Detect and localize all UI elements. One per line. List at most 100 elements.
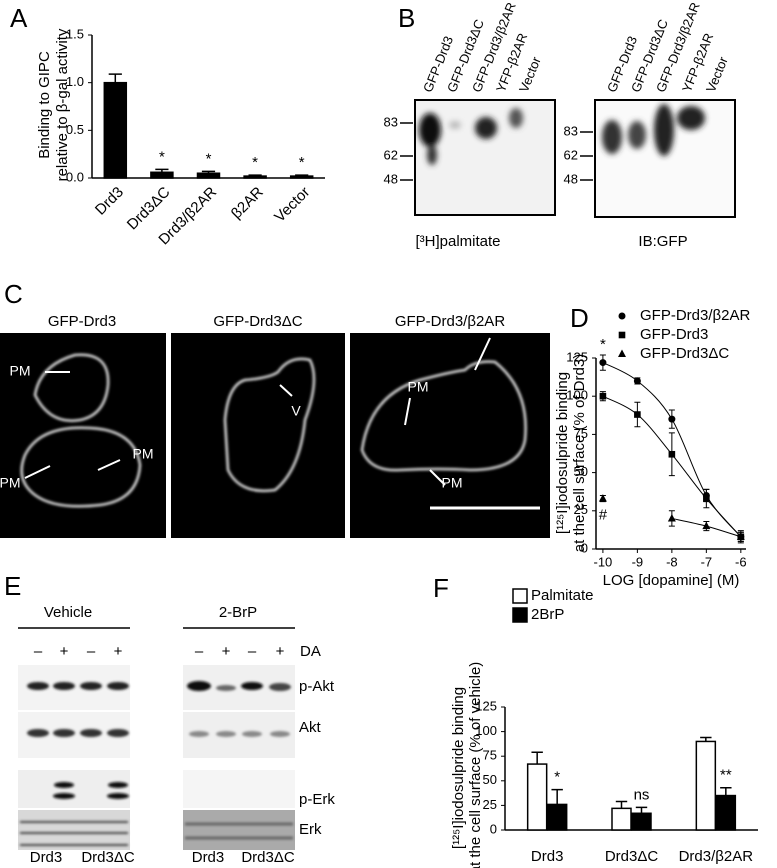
point [618, 331, 626, 339]
point [703, 495, 710, 502]
mw-marker: 62 [564, 147, 578, 162]
error-bar [720, 786, 732, 796]
bar [103, 81, 128, 179]
annotation: * [206, 150, 212, 167]
micrograph-label: V [291, 403, 301, 419]
legend-swatch [512, 607, 528, 623]
blot-e: Vehicle 2-BrP– + – + – + – + DAp-AktAktp-ErkErkDr… [30, 604, 336, 866]
micrograph-label: PM [10, 363, 31, 379]
group-label: Drd3ΔC [81, 849, 135, 866]
treatment-sign: – [87, 643, 96, 660]
blot-e-images [18, 627, 295, 850]
x-tick-label: Vector [271, 184, 313, 226]
y-axis-label: [¹²⁵I]iodosulpride binding [554, 372, 571, 534]
treatment-sign: + [276, 643, 285, 660]
point [667, 513, 676, 522]
y-tick-label: 0.5 [66, 122, 84, 137]
panel-letter: E [4, 571, 21, 601]
x-tick-label: -7 [701, 554, 713, 569]
micrograph-label: PM [408, 379, 429, 395]
panel-letter: B [398, 3, 415, 33]
y-tick-label: 0 [581, 540, 588, 555]
legend-label: GFP-Drd3 [640, 326, 708, 343]
point [668, 415, 676, 423]
micrograph-images [0, 333, 550, 538]
treatment-sign: – [195, 643, 204, 660]
point [702, 521, 711, 530]
point [598, 494, 607, 502]
y-tick-label: 25 [574, 502, 588, 517]
blot-caption: [³H]palmitate [415, 233, 500, 250]
bar [695, 740, 717, 831]
micrograph-title: GFP-Drd3ΔC [213, 313, 302, 330]
mw-marker: 83 [564, 123, 578, 138]
band-label: Akt [299, 719, 322, 736]
micrograph-title: GFP-Drd3/β2AR [395, 313, 505, 330]
panel-letter: C [4, 279, 23, 309]
mw-marker: 48 [384, 171, 398, 186]
error-bar [295, 174, 309, 177]
band-label: Erk [299, 821, 322, 838]
annotation: # [599, 507, 608, 524]
treatment-label: DA [300, 643, 321, 660]
panel-letter: F [433, 573, 449, 603]
error-bar [551, 788, 563, 805]
bar [631, 812, 652, 831]
x-tick-label: Drd3ΔC [605, 848, 659, 865]
legend-label: 2BrP [531, 606, 564, 623]
point [618, 312, 626, 320]
y-axis-label: Binding to GIPC [36, 51, 53, 159]
mw-marker: 48 [564, 171, 578, 186]
panel-letter: D [570, 303, 589, 333]
y-tick-label: 1.0 [66, 74, 84, 89]
bar [546, 803, 568, 831]
condition-label: 2-BrP [219, 604, 257, 621]
condition-label: Vehicle [44, 604, 92, 621]
x-tick-label: -6 [735, 554, 747, 569]
bar [150, 171, 174, 179]
blot-images [414, 99, 736, 218]
group-label: Drd3 [192, 849, 225, 866]
annotation: * [159, 148, 165, 165]
error-bar [635, 806, 648, 814]
x-tick-label: β2AR [228, 183, 267, 222]
y-tick-label: 50 [574, 464, 588, 479]
y-axis-label: [¹²⁵I]iodosulpride binding [450, 687, 467, 849]
y-axis-label: at the cell surface (% of vehicle) [467, 662, 484, 868]
point [633, 377, 641, 385]
y-tick-label: 0.0 [66, 169, 84, 184]
error-bar [700, 736, 712, 742]
bar [289, 175, 314, 179]
annotation: * [252, 154, 258, 171]
treatment-sign: + [114, 643, 123, 660]
band-label: p-Akt [299, 678, 335, 695]
micrograph-label: PM [0, 475, 21, 491]
point [668, 450, 676, 458]
band-label: p-Erk [299, 791, 335, 808]
micrographs: GFP-Drd3 GFP-Drd3ΔC GFP-Drd3/β2AR PM PM PM V PM… [0, 313, 505, 491]
bar [715, 794, 737, 831]
y-tick-label: 25 [483, 797, 497, 812]
y-tick-label: 100 [566, 388, 588, 403]
annotation: * [299, 154, 305, 171]
mw-marker: 83 [384, 114, 398, 129]
treatment-sign: + [60, 643, 69, 660]
error-bar [248, 174, 262, 177]
x-tick-label: -8 [666, 554, 678, 569]
point [736, 532, 745, 540]
legend-label: GFP-Drd3ΔC [640, 345, 729, 362]
x-axis-label: LOG [dopamine] (M) [603, 572, 740, 589]
y-tick-label: 125 [566, 349, 588, 364]
group-label: Drd3 [30, 849, 63, 866]
y-axis-label: relative to β-gal activity [54, 28, 71, 181]
error-bar [531, 751, 543, 765]
y-tick-label: 0 [490, 821, 497, 836]
legend-label: GFP-Drd3/β2AR [640, 307, 750, 324]
annotation: * [600, 336, 606, 353]
x-tick-label: Drd3 [531, 848, 564, 865]
y-tick-label: 100 [475, 723, 497, 738]
mw-marker: 62 [384, 147, 398, 162]
point [634, 411, 641, 418]
panel-letter: A [10, 3, 28, 33]
